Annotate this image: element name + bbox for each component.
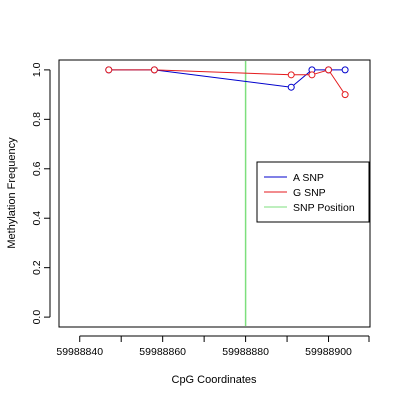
legend-label-g-snp: G SNP: [293, 187, 326, 199]
x-tick-label: 59988860: [139, 346, 186, 358]
g-snp-line: [108, 69, 346, 95]
g-snp-point: [308, 71, 316, 79]
g-snp-point: [341, 91, 349, 99]
x-tick-label: 59988840: [56, 346, 103, 358]
legend: A SNP G SNP SNP Position: [256, 161, 370, 223]
y-tick-label: 1.0: [31, 62, 43, 77]
legend-label-a-snp: A SNP: [293, 172, 324, 184]
y-tick-label: 0.6: [31, 161, 43, 176]
y-axis: 0.0 0.2 0.4 0.6 0.8 1.0: [31, 62, 51, 325]
g-snp-point: [287, 71, 295, 79]
a-snp-point: [287, 83, 295, 91]
series-group: [105, 66, 349, 99]
legend-label-snp-position: SNP Position: [293, 202, 355, 214]
y-tick-label: 0.2: [31, 260, 43, 275]
g-snp-point: [105, 66, 113, 74]
x-axis-label: CpG Coordinates: [172, 374, 257, 386]
y-tick-label: 0.0: [31, 310, 43, 325]
a-snp-point: [341, 66, 349, 74]
x-tick-label: 59988900: [305, 346, 352, 358]
y-axis-label: Methylation Frequency: [6, 137, 18, 249]
x-tick-label: 59988880: [222, 346, 269, 358]
y-tick-label: 0.4: [31, 211, 43, 226]
y-tick-label: 0.8: [31, 112, 43, 127]
plot-frame: [58, 59, 371, 328]
g-snp-point: [150, 66, 158, 74]
x-axis: 59988840 59988860 59988880 59988900: [56, 335, 370, 358]
g-snp-point: [325, 66, 333, 74]
